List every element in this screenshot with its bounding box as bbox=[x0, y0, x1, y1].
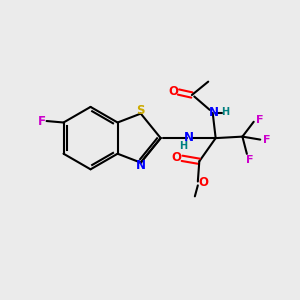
Text: F: F bbox=[38, 115, 46, 128]
Text: F: F bbox=[263, 135, 271, 145]
Text: S: S bbox=[136, 104, 145, 117]
Text: N: N bbox=[136, 159, 146, 172]
Text: F: F bbox=[256, 115, 263, 125]
Text: N: N bbox=[209, 106, 219, 119]
Text: O: O bbox=[199, 176, 209, 189]
Text: O: O bbox=[171, 151, 181, 164]
Text: O: O bbox=[168, 85, 178, 98]
Text: H: H bbox=[179, 141, 188, 152]
Text: H: H bbox=[221, 107, 229, 117]
Text: N: N bbox=[184, 131, 194, 144]
Text: F: F bbox=[245, 155, 253, 165]
